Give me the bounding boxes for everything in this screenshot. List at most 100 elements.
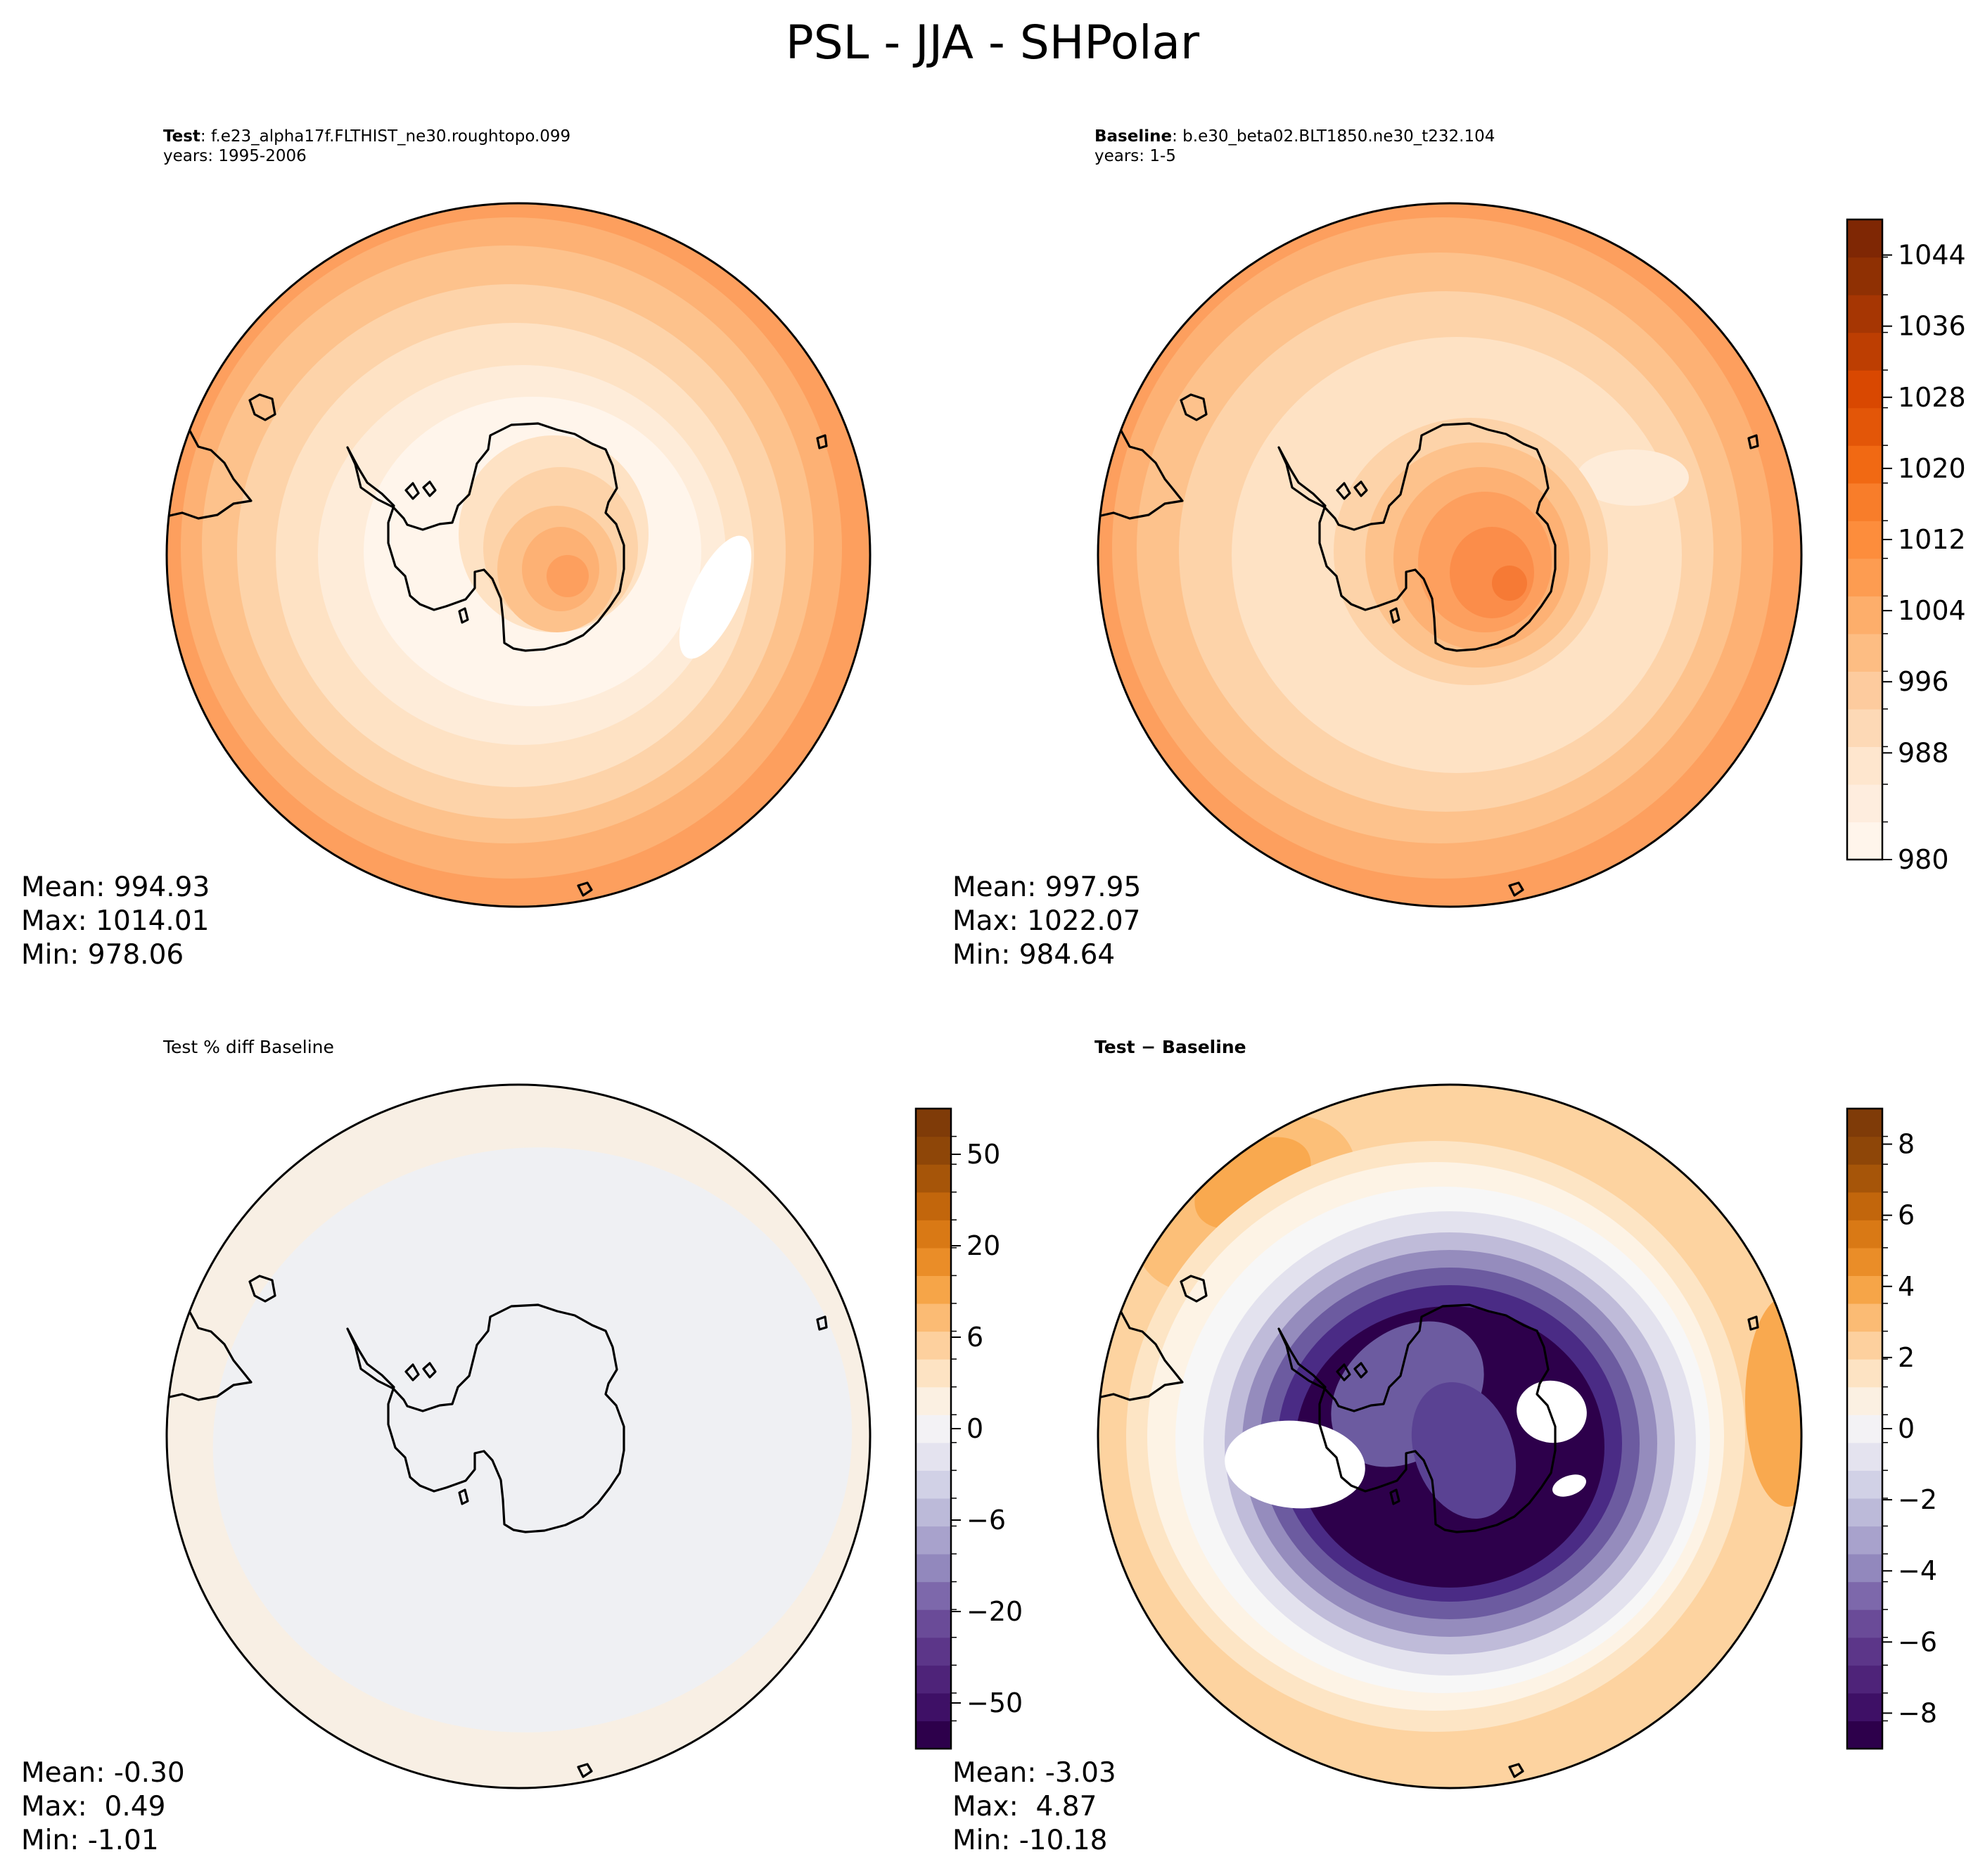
- psl-cbar-swatch-11: [1847, 407, 1882, 446]
- diff-polar-map: [1097, 1083, 1803, 1789]
- diff-contour-14: [1411, 1382, 1517, 1519]
- pct-cbar-swatch-11: [916, 1415, 951, 1443]
- pct-cbar-swatch-9: [916, 1470, 951, 1499]
- diff-cbar-swatch-22: [1847, 1109, 1882, 1137]
- psl-cbar-swatch-2: [1847, 746, 1882, 785]
- psl-cbar-swatch-6: [1847, 596, 1882, 634]
- diff-cbar-swatch-14: [1847, 1331, 1882, 1360]
- psl-cbar-swatch-12: [1847, 370, 1882, 409]
- pct-island-5: [458, 1488, 469, 1505]
- psl-cbar-label-3: 1004: [1898, 595, 1966, 626]
- pct-cbar-swatch-6: [916, 1554, 951, 1583]
- pct-map-boundary: [165, 1083, 872, 1789]
- pct-cbar-swatch-3: [916, 1637, 951, 1666]
- base-map-boundary: [1097, 202, 1803, 908]
- diff-cbar-swatch-1: [1847, 1692, 1882, 1722]
- diff-cbar-swatch-6: [1847, 1554, 1882, 1583]
- pct-diff-stats: Mean: -0.30 Max: 0.49 Min: -1.01: [21, 1756, 185, 1858]
- diff-cbar-label-3: −2: [1898, 1484, 1937, 1515]
- test-antarctica-coast: [346, 422, 625, 652]
- psl-cbar-swatch-8: [1847, 521, 1882, 559]
- figure-title: PSL - JJA - SHPolar: [785, 15, 1200, 70]
- diff-cbar-label-0: −8: [1898, 1697, 1937, 1728]
- pct-coastlines: [167, 1275, 828, 1778]
- test-field: [167, 203, 870, 907]
- diff-cbar-swatch-9: [1847, 1470, 1882, 1499]
- diff-caption: Test − Baseline: [1094, 1037, 1246, 1057]
- pct-cbar-swatch-12: [916, 1386, 951, 1415]
- diff-cbar-label-2: −4: [1898, 1555, 1937, 1586]
- diff-map-boundary: [1097, 1083, 1803, 1789]
- pct-cbar-swatch-19: [916, 1192, 951, 1220]
- test-contour-11: [547, 555, 589, 597]
- base-island-0: [1180, 393, 1208, 421]
- diff-cbar-swatch-2: [1847, 1665, 1882, 1694]
- baseline-panel-title: Baseline: b.e30_beta02.BLT1850.ne30_t232…: [1094, 127, 1495, 166]
- diff-cbar-swatch-13: [1847, 1359, 1882, 1388]
- diff-mean: Mean: -3.03: [952, 1757, 1116, 1789]
- psl-cbar-swatch-3: [1847, 708, 1882, 748]
- diff-cbar-swatch-4: [1847, 1609, 1882, 1638]
- pct-cbar-swatch-4: [916, 1609, 951, 1638]
- diff-cbar-swatch-3: [1847, 1637, 1882, 1666]
- baseline-years: years: 1-5: [1094, 147, 1176, 165]
- pct-cbar-label-1: −20: [966, 1596, 1023, 1627]
- base-field: [1098, 203, 1801, 907]
- diff-cbar-swatch-8: [1847, 1498, 1882, 1527]
- diff-island-3: [1747, 1315, 1759, 1331]
- pct-island-2: [422, 1362, 437, 1379]
- pct-diff-caption: Test % diff Baseline: [163, 1037, 334, 1057]
- pct-cbar-label-0: −50: [966, 1687, 1023, 1718]
- pct-island-1: [404, 1363, 420, 1382]
- test-max: Max: 1014.01: [21, 905, 210, 937]
- pct-contour-1: [212, 1147, 853, 1733]
- diff-contour-3: [1745, 1296, 1801, 1507]
- psl-cbar-label-4: 1012: [1898, 524, 1966, 555]
- pct-cbar-swatch-8: [916, 1498, 951, 1527]
- diff-island-4: [1508, 1763, 1524, 1778]
- pct-cbar-label-4: 6: [966, 1322, 983, 1353]
- diff-label-baseline: Baseline: [1161, 1037, 1246, 1057]
- pct-island-4: [577, 1763, 593, 1778]
- pct-cbar-swatch-1: [916, 1692, 951, 1722]
- baseline-mean: Mean: 997.95: [952, 872, 1142, 903]
- diff-cbar-label-8: 8: [1898, 1129, 1915, 1160]
- test-mean: Mean: 994.93: [21, 872, 210, 903]
- test-polar-map: [165, 202, 872, 908]
- test-case-name: : f.e23_alpha17f.FLTHIST_ne30.roughtopo.…: [200, 127, 571, 146]
- pct-cbar-swatch-22: [916, 1109, 951, 1137]
- pct-island-3: [816, 1315, 828, 1331]
- diff-island-2: [1353, 1362, 1368, 1379]
- diff-cbar-swatch-11: [1847, 1415, 1882, 1443]
- diff-cbar-swatch-19: [1847, 1192, 1882, 1220]
- base-contour-11: [1492, 566, 1527, 601]
- pct-cbar-label-5: 20: [966, 1230, 1000, 1261]
- diff-cbar-swatch-15: [1847, 1303, 1882, 1332]
- base-coastlines: [1098, 393, 1759, 897]
- pct-cbar-label-3: 0: [966, 1413, 983, 1444]
- test-island-5: [458, 607, 469, 624]
- diff-antarctica-coast: [1277, 1303, 1557, 1533]
- baseline-min: Min: 984.64: [952, 939, 1116, 971]
- test-panel-title: Test: f.e23_alpha17f.FLTHIST_ne30.rought…: [163, 127, 570, 166]
- diff-island-5: [1389, 1488, 1400, 1505]
- test-label: Test: [163, 127, 200, 146]
- baseline-polar-map: [1097, 202, 1803, 908]
- psl-colorbar: 980 988 996 1004 1012 1020 1028 1036 1044: [1846, 218, 1966, 875]
- base-island-2: [1353, 480, 1368, 497]
- diff-cbar-swatch-20: [1847, 1164, 1882, 1193]
- psl-cbar-label-1: 988: [1898, 737, 1949, 768]
- psl-cbar-swatch-7: [1847, 558, 1882, 596]
- pct-island-0: [248, 1275, 276, 1303]
- diff-cbar-swatch-18: [1847, 1220, 1882, 1249]
- pct-cbar-label-2: −6: [966, 1505, 1006, 1536]
- psl-cbar-label-7: 1036: [1898, 311, 1966, 342]
- test-island-2: [422, 480, 437, 497]
- pct-field: [167, 1085, 870, 1788]
- diff-cbar-swatch-0: [1847, 1721, 1882, 1749]
- diff-label-test: Test: [1094, 1037, 1135, 1057]
- psl-cbar-swatch-9: [1847, 483, 1882, 521]
- baseline-case-name: : b.e30_beta02.BLT1850.ne30_t232.104: [1172, 127, 1495, 146]
- test-min: Min: 978.06: [21, 939, 184, 971]
- diff-cbar-swatch-5: [1847, 1581, 1882, 1610]
